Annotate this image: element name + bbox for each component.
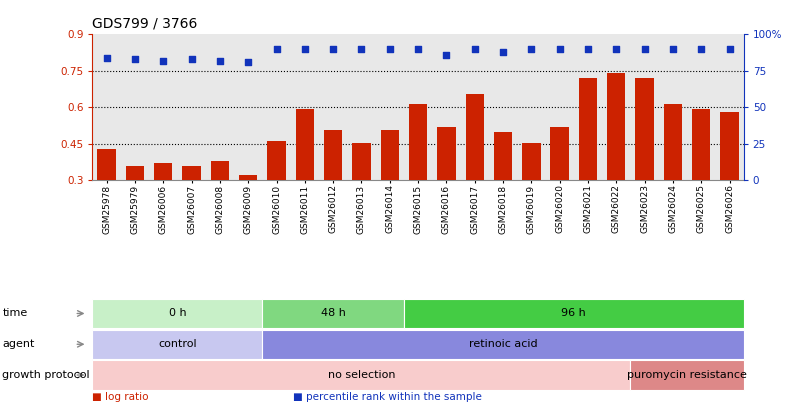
Point (411, 46, 424, 52)
Bar (97, 149, 116, 253)
Bar (296, 109, 314, 253)
Text: GDS799 / 3766: GDS799 / 3766 (92, 16, 198, 30)
Text: retinoic acid: retinoic acid (468, 339, 536, 349)
Bar (691, 109, 710, 253)
Point (638, 46, 650, 52)
Bar (154, 163, 172, 253)
Point (552, 46, 565, 52)
Bar (238, 175, 257, 253)
Text: control: control (158, 339, 197, 349)
Bar (606, 73, 625, 253)
Point (157, 58, 169, 64)
Bar (409, 104, 426, 253)
Bar (267, 141, 285, 253)
Bar (550, 127, 569, 253)
Text: puromycin resistance: puromycin resistance (626, 370, 746, 380)
Point (242, 59, 255, 65)
Point (326, 46, 339, 52)
Bar (634, 78, 653, 253)
Bar (324, 130, 342, 253)
Text: agent: agent (2, 339, 35, 349)
Point (383, 46, 396, 52)
Bar (521, 143, 540, 253)
Bar (210, 161, 229, 253)
Bar (719, 112, 738, 253)
Point (467, 46, 480, 52)
Text: 96 h: 96 h (560, 309, 585, 318)
Text: 48 h: 48 h (320, 309, 345, 318)
Point (524, 46, 537, 52)
Bar (182, 166, 201, 253)
Text: time: time (2, 309, 27, 318)
Bar (493, 132, 512, 253)
Bar (437, 127, 455, 253)
Point (270, 46, 283, 52)
Point (439, 51, 452, 58)
Point (496, 49, 509, 55)
Point (666, 46, 679, 52)
Point (298, 46, 311, 52)
Text: 0 h: 0 h (169, 309, 186, 318)
Text: no selection: no selection (328, 370, 395, 380)
Point (185, 56, 198, 62)
Point (100, 55, 113, 61)
Point (722, 46, 735, 52)
Point (355, 46, 368, 52)
Text: ■ log ratio: ■ log ratio (92, 392, 149, 402)
Point (694, 46, 707, 52)
Point (128, 56, 141, 62)
Text: growth protocol: growth protocol (2, 370, 90, 380)
Bar (578, 78, 597, 253)
Point (581, 46, 593, 52)
Bar (125, 166, 144, 253)
Bar (465, 94, 483, 253)
Bar (663, 104, 681, 253)
Bar (380, 130, 398, 253)
Point (609, 46, 622, 52)
Bar (352, 143, 370, 253)
Text: ■ percentile rank within the sample: ■ percentile rank within the sample (293, 392, 482, 402)
Point (213, 58, 226, 64)
